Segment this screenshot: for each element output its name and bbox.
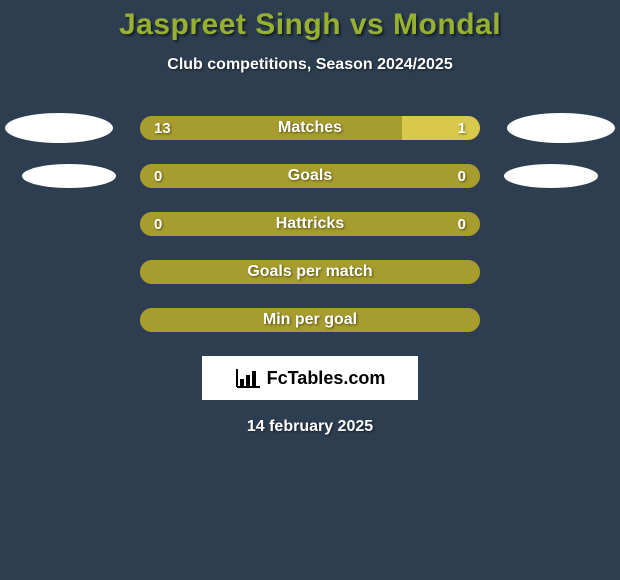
logo-text: FcTables.com <box>267 368 386 389</box>
stat-row: Goals per match <box>0 260 620 284</box>
stat-bar: Min per goal <box>140 308 480 332</box>
stat-bar: 00Goals <box>140 164 480 188</box>
stat-row: 131Matches <box>0 116 620 140</box>
stat-label: Goals <box>140 167 480 185</box>
stat-bar: Goals per match <box>140 260 480 284</box>
stat-row: 00Goals <box>0 164 620 188</box>
stat-label: Hattricks <box>140 215 480 233</box>
stat-label: Min per goal <box>140 311 480 329</box>
ellipse-left <box>5 113 113 143</box>
ellipse-right <box>504 164 598 188</box>
stats-list: 131Matches 00Goals 00Hattricks Goals per ma… <box>0 116 620 332</box>
page-title: Jaspreet Singh vs Mondal <box>0 8 620 42</box>
stat-row: Min per goal <box>0 308 620 332</box>
stat-bar: 131Matches <box>140 116 480 140</box>
date-text: 14 february 2025 <box>0 418 620 436</box>
logo-box: FcTables.com <box>202 356 418 400</box>
infographic-container: Jaspreet Singh vs Mondal Club competitio… <box>0 0 620 436</box>
ellipse-left <box>22 164 116 188</box>
stat-label: Matches <box>140 119 480 137</box>
stat-row: 00Hattricks <box>0 212 620 236</box>
stat-label: Goals per match <box>140 263 480 281</box>
subtitle: Club competitions, Season 2024/2025 <box>0 56 620 74</box>
bar-chart-icon <box>235 367 261 389</box>
ellipse-right <box>507 113 615 143</box>
stat-bar: 00Hattricks <box>140 212 480 236</box>
